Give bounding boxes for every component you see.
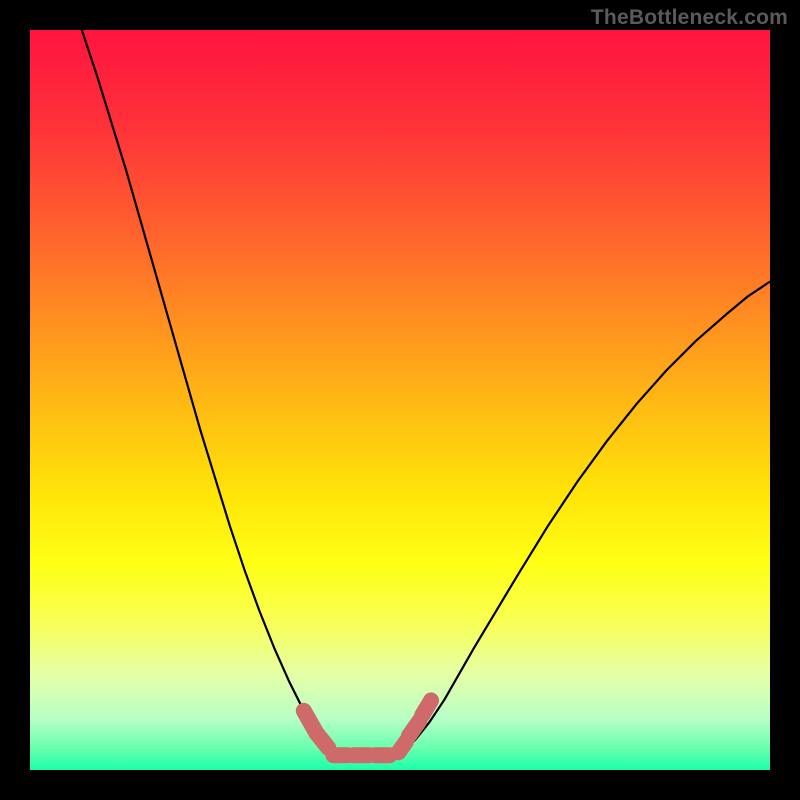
valley-marker-1	[316, 733, 328, 748]
watermark-text: TheBottleneck.com	[591, 6, 788, 30]
valley-marker-6	[409, 721, 419, 736]
valley-marker-5	[399, 742, 406, 752]
plot-area	[30, 30, 770, 770]
plot-background	[30, 30, 770, 770]
plot-svg	[30, 30, 770, 770]
chart-container: TheBottleneck.com	[0, 0, 800, 800]
valley-marker-7	[422, 700, 431, 715]
